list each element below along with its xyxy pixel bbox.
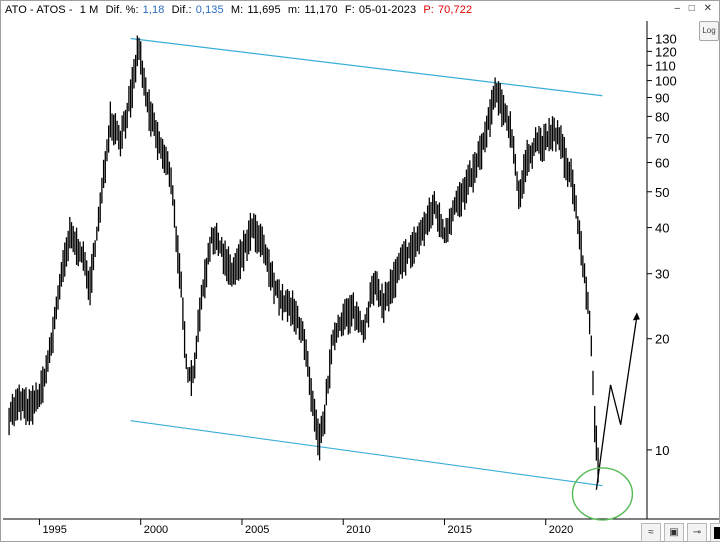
dif-pct-value: 1,18 <box>142 4 165 16</box>
min-label: m: <box>287 4 301 16</box>
symbol-label: ATO - ATOS - <box>5 4 73 16</box>
min-value: 11,170 <box>304 4 338 16</box>
price-label: P: <box>423 4 434 16</box>
y-tick-label: 10 <box>655 443 669 458</box>
dif-label: Dif.: <box>171 4 192 16</box>
y-tick-label: 40 <box>655 221 669 236</box>
y-tick-label: 70 <box>655 131 669 146</box>
x-tick-label: 2000 <box>144 524 168 536</box>
projection-path <box>595 316 638 490</box>
x-tick-label: 2005 <box>245 524 269 536</box>
dif-value: 0,135 <box>195 4 224 16</box>
y-tick-label: 50 <box>655 185 669 200</box>
y-tick-label: 100 <box>655 74 677 89</box>
x-tick-label: 2015 <box>447 524 471 536</box>
fill-icon[interactable] <box>710 523 720 542</box>
max-value: 11,695 <box>247 4 281 16</box>
period-label: 1 M <box>79 4 99 16</box>
max-label: M: <box>230 4 244 16</box>
y-tick-label: 120 <box>655 44 677 59</box>
price-value: 70,722 <box>437 4 473 16</box>
date-value: 05-01-2023 <box>358 4 417 16</box>
x-tick-label: 1995 <box>42 524 66 536</box>
y-tick-label: 90 <box>655 90 669 105</box>
chart-header: ATO - ATOS - 1 M Dif. %: 1,18 Dif.: 0,135 … <box>5 4 476 16</box>
window-controls[interactable]: – □ ✕ <box>674 3 715 14</box>
y-tick-label: 130 <box>655 32 677 47</box>
channel-line <box>130 420 603 487</box>
x-tick-label: 2010 <box>346 524 370 536</box>
wave-icon[interactable]: ≈ <box>641 523 661 542</box>
pin-icon[interactable]: ⊸ <box>687 523 707 542</box>
save-icon[interactable]: ▣ <box>664 523 684 542</box>
bottom-toolbar: ≈ ▣ ⊸ <box>641 523 720 542</box>
channel-line <box>130 37 603 97</box>
y-tick-label: 30 <box>655 267 669 282</box>
highlight-circle <box>571 467 634 521</box>
x-tick-label: 2020 <box>549 524 573 536</box>
axes <box>3 21 719 520</box>
dif-pct-label: Dif. %: <box>105 4 139 16</box>
projection-overlay <box>571 312 640 521</box>
y-tick-label: 110 <box>655 58 676 73</box>
projection-arrowhead <box>632 312 640 321</box>
y-tick-label: 20 <box>655 332 669 347</box>
log-scale-button[interactable]: Log <box>699 21 719 41</box>
channel-lines <box>130 37 603 487</box>
y-tick-label: 60 <box>655 156 669 171</box>
date-label: F: <box>344 4 355 16</box>
price-bars <box>8 35 599 483</box>
y-tick-label: 80 <box>655 109 669 124</box>
